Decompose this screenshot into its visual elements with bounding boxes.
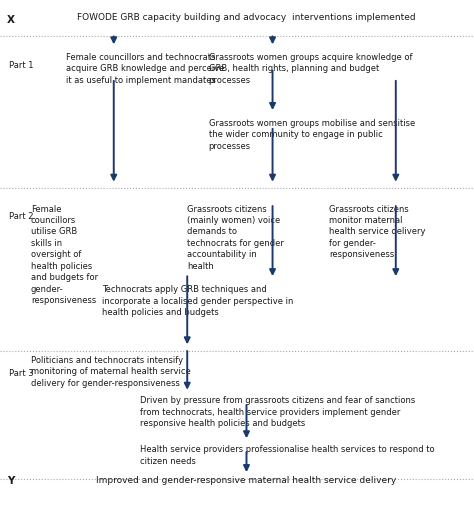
Text: Part 3: Part 3 [9, 369, 34, 378]
Text: Politicians and technocrats intensify
monitoring of maternal health service
deli: Politicians and technocrats intensify mo… [31, 356, 191, 388]
Text: Part 1: Part 1 [9, 61, 34, 70]
Text: Grassroots citizens
monitor maternal
health service delivery
for gender-
respons: Grassroots citizens monitor maternal hea… [329, 205, 426, 260]
Text: Technocrats apply GRB techniques and
incorporate a localised gender perspective : Technocrats apply GRB techniques and inc… [102, 285, 293, 317]
Text: Grassroots women groups acquire knowledge of
GRB, health rights, planning and bu: Grassroots women groups acquire knowledg… [209, 53, 412, 85]
Text: FOWODE GRB capacity building and advocacy  interventions implemented: FOWODE GRB capacity building and advocac… [77, 13, 416, 22]
Text: Driven by pressure from grassroots citizens and fear of sanctions
from technocra: Driven by pressure from grassroots citiz… [140, 396, 415, 428]
Text: Part 2: Part 2 [9, 212, 34, 221]
Text: Y: Y [7, 476, 15, 486]
Text: Health service providers professionalise health services to respond to
citizen n: Health service providers professionalise… [140, 445, 435, 466]
Text: Female
councillors
utilise GRB
skills in
oversight of
health policies
and budget: Female councillors utilise GRB skills in… [31, 205, 98, 305]
Text: X: X [7, 15, 15, 25]
Text: Improved and gender-responsive maternal health service delivery: Improved and gender-responsive maternal … [96, 476, 397, 485]
Text: Female councillors and technocrats
acquire GRB knowledge and perceive
it as usef: Female councillors and technocrats acqui… [66, 53, 225, 85]
Text: Grassroots women groups mobilise and sensitise
the wider community to engage in : Grassroots women groups mobilise and sen… [209, 119, 415, 150]
Text: Grassroots citizens
(mainly women) voice
demands to
technocrats for gender
accou: Grassroots citizens (mainly women) voice… [187, 205, 284, 271]
